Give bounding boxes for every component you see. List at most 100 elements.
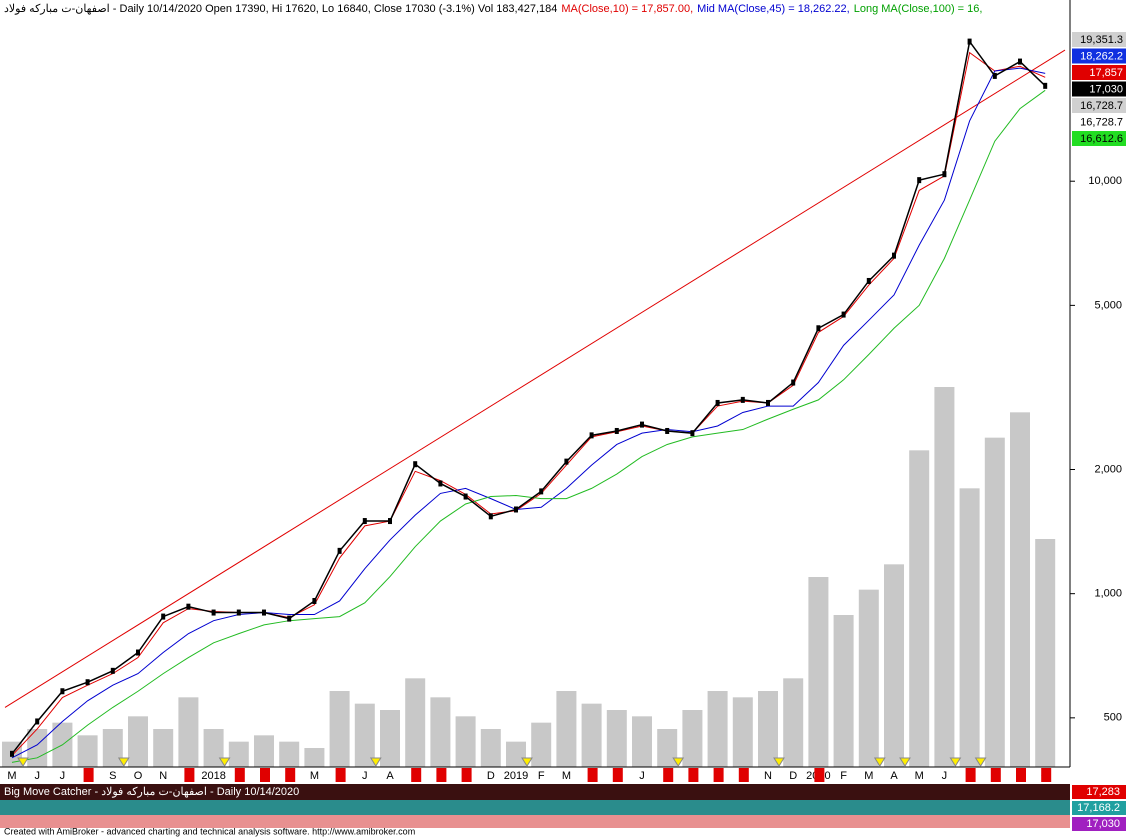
signal-marker bbox=[974, 757, 987, 767]
price-label: 16,612.6 bbox=[1080, 133, 1123, 145]
header-part: اصفهان-ت مبارکه فولاد - Daily 10/14/2020… bbox=[4, 3, 557, 15]
x-tick-label: D bbox=[487, 770, 495, 782]
trendline bbox=[4, 49, 1066, 708]
x-tick-label: A bbox=[890, 770, 898, 782]
candle bbox=[110, 667, 115, 674]
candle bbox=[161, 613, 166, 620]
x-tick-label: 2018 bbox=[201, 770, 225, 782]
candle bbox=[262, 609, 266, 616]
x-tick-label: M bbox=[562, 770, 571, 782]
volume-bar bbox=[858, 589, 879, 767]
price-label: 18,262.2 bbox=[1080, 50, 1123, 62]
signal-arrow bbox=[990, 768, 1001, 782]
ma-line bbox=[11, 51, 1046, 756]
candle bbox=[236, 609, 241, 616]
volume-bar bbox=[480, 729, 501, 767]
candle bbox=[539, 488, 544, 495]
price-label-box bbox=[1072, 32, 1126, 47]
candle bbox=[640, 421, 644, 428]
signal-arrow bbox=[83, 768, 94, 782]
candle bbox=[186, 603, 191, 610]
volume-bar bbox=[27, 729, 48, 767]
x-tick-label: M bbox=[864, 770, 873, 782]
x-tick-label: 2019 bbox=[504, 770, 528, 782]
volume-bar bbox=[430, 697, 451, 767]
ma-line bbox=[11, 67, 1046, 759]
signal-marker bbox=[117, 757, 130, 767]
volume-bar bbox=[707, 691, 728, 767]
signal-marker bbox=[672, 757, 685, 767]
x-tick-label: M bbox=[310, 770, 319, 782]
indicator-label: 17,283 bbox=[1086, 786, 1120, 798]
candle bbox=[791, 379, 796, 386]
candle bbox=[337, 547, 342, 554]
header-part: Mid MA(Close,45) = 18,262.22, bbox=[697, 3, 850, 15]
price-label: 16,728.7 bbox=[1080, 100, 1123, 112]
candle bbox=[992, 72, 997, 79]
price-line bbox=[11, 39, 1046, 755]
volume-bar bbox=[934, 387, 955, 767]
candle bbox=[413, 461, 418, 468]
indicator-label-box bbox=[1072, 801, 1126, 815]
x-tick-label: F bbox=[538, 770, 545, 782]
candle bbox=[816, 325, 821, 332]
volume-bar bbox=[732, 697, 753, 767]
signal-arrow bbox=[234, 768, 245, 782]
volume-bar bbox=[153, 729, 174, 767]
signal-marker bbox=[899, 757, 911, 767]
y-tick-label: 500 bbox=[1104, 712, 1122, 724]
x-tick-label: J bbox=[34, 770, 40, 782]
volume-bar bbox=[984, 437, 1005, 767]
footer: Created with AmiBroker - advanced charti… bbox=[4, 826, 415, 836]
signal-marker bbox=[949, 757, 962, 767]
candle bbox=[10, 750, 14, 757]
candle bbox=[690, 430, 695, 437]
volume-bar bbox=[581, 703, 602, 767]
candle bbox=[463, 493, 468, 500]
volume-bar bbox=[455, 716, 476, 767]
header: اصفهان-ت مبارکه فولاد - Daily 10/14/2020… bbox=[4, 3, 982, 15]
candle bbox=[488, 513, 493, 520]
candle bbox=[287, 615, 292, 622]
x-tick-label: S bbox=[109, 770, 116, 782]
volume-bar bbox=[758, 691, 778, 767]
signal-arrow bbox=[688, 768, 699, 782]
candle bbox=[740, 396, 745, 403]
candle bbox=[438, 480, 443, 487]
indicator-title: Big Move Catcher - اصفهان-ت مبارکه فولاد… bbox=[4, 786, 299, 798]
volume-bar bbox=[682, 710, 703, 767]
candle bbox=[614, 427, 619, 434]
candle bbox=[866, 277, 871, 284]
price-label: 17,857 bbox=[1089, 67, 1123, 79]
signal-marker bbox=[773, 757, 785, 767]
volume-bar bbox=[783, 678, 804, 767]
volume-bar bbox=[959, 488, 980, 767]
candle bbox=[665, 427, 670, 434]
volume-bar bbox=[254, 735, 274, 767]
x-tick-label: N bbox=[764, 770, 772, 782]
signal-strip bbox=[0, 784, 1070, 800]
volume-bar bbox=[506, 741, 526, 767]
volume-bar bbox=[531, 722, 552, 767]
candle bbox=[362, 518, 367, 525]
price-label-box bbox=[1072, 114, 1126, 130]
signal-marker bbox=[369, 757, 382, 767]
candle bbox=[1018, 58, 1022, 65]
signal-arrow bbox=[461, 768, 472, 782]
candle bbox=[841, 311, 846, 318]
y-tick-label: 10,000 bbox=[1088, 175, 1122, 187]
candle bbox=[35, 718, 40, 725]
signal-arrow bbox=[814, 768, 825, 782]
candle bbox=[766, 399, 770, 406]
signal-strip bbox=[0, 800, 1070, 815]
x-tick-label: J bbox=[942, 770, 948, 782]
header-part: Long MA(Close,100) = 16, bbox=[854, 3, 983, 15]
volume-bar bbox=[128, 716, 148, 767]
volume-bar bbox=[405, 678, 426, 767]
signal-arrow bbox=[587, 768, 598, 782]
candle bbox=[211, 609, 216, 616]
x-tick-label: J bbox=[362, 770, 368, 782]
ma-line bbox=[11, 89, 1046, 763]
candle bbox=[967, 38, 972, 45]
x-tick-label: M bbox=[7, 770, 16, 782]
